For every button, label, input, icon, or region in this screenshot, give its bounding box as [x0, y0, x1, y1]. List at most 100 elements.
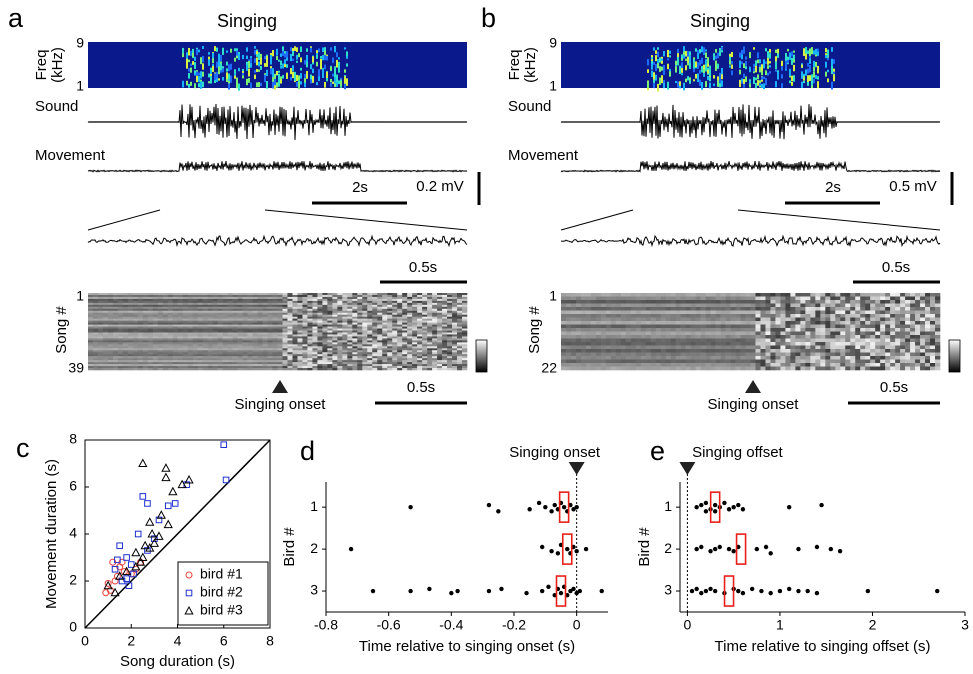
raster-cell — [452, 350, 457, 352]
raster-cell — [701, 314, 706, 318]
raster-cell — [143, 358, 148, 360]
raster-cell — [297, 297, 302, 299]
raster-cell — [611, 311, 616, 315]
raster-cell — [372, 350, 377, 352]
raster-cell — [258, 344, 263, 346]
raster-cell — [631, 318, 636, 322]
raster-cell — [382, 336, 387, 338]
raster-cell — [153, 368, 158, 370]
raster-cell — [427, 346, 432, 348]
spectrogram-cell — [683, 54, 685, 57]
raster-cell — [741, 293, 746, 297]
raster-cell — [317, 364, 322, 366]
raster-cell — [347, 360, 352, 362]
raster-cell — [422, 325, 427, 327]
spectrogram-cell — [815, 62, 817, 67]
spectrogram-cell — [312, 56, 314, 62]
raster-cell — [208, 309, 213, 311]
raster-cell — [925, 297, 930, 301]
raster-cell — [297, 313, 302, 315]
raster-cell — [203, 317, 208, 319]
raster-cell — [253, 358, 258, 360]
raster-cell — [322, 301, 327, 303]
raster-cell — [218, 327, 223, 329]
raster-cell — [427, 366, 432, 368]
raster-cell — [701, 318, 706, 322]
raster-cell — [282, 307, 287, 309]
raster-cell — [238, 352, 243, 354]
raster-cell — [273, 323, 278, 325]
raster-cell — [820, 297, 825, 301]
raster-cell — [372, 313, 377, 315]
raster-cell — [173, 352, 178, 354]
raster-cell — [412, 356, 417, 358]
raster-cell — [432, 366, 437, 368]
raster-cell — [93, 344, 98, 346]
raster-cell — [850, 321, 855, 325]
raster-cell — [586, 346, 591, 350]
raster-cell — [248, 309, 253, 311]
raster-cell — [621, 346, 626, 350]
raster-cell — [322, 305, 327, 307]
raster-cell — [178, 329, 183, 331]
raster-cell — [905, 328, 910, 332]
raster-cell — [402, 329, 407, 331]
raster-cell — [686, 307, 691, 311]
raster-cell — [143, 334, 148, 336]
raster-cell — [133, 311, 138, 313]
raster-cell — [93, 358, 98, 360]
raster-cell — [736, 314, 741, 318]
raster-cell — [273, 338, 278, 340]
raster-cell — [432, 295, 437, 297]
raster-cell — [352, 358, 357, 360]
raster-cell — [780, 311, 785, 315]
raster-cell — [337, 354, 342, 356]
raster-cell — [133, 299, 138, 301]
raster-cell — [278, 360, 283, 362]
spectrogram-cell — [763, 83, 765, 89]
raster-cell — [322, 311, 327, 313]
raster-cell — [327, 356, 332, 358]
raster-cell — [810, 300, 815, 304]
spectrogram-cell — [316, 50, 318, 53]
spectrogram-cell — [258, 69, 260, 71]
raster-cell — [840, 328, 845, 332]
time-scale: 2s — [825, 179, 841, 196]
song-tick: 1 — [76, 288, 84, 304]
raster-cell — [377, 331, 382, 333]
raster-cell — [596, 321, 601, 325]
raster-cell — [302, 325, 307, 327]
raster-cell — [432, 332, 437, 334]
raster-cell — [128, 319, 133, 321]
raster-cell — [780, 300, 785, 304]
raster-cell — [462, 325, 467, 327]
raster-cell — [153, 344, 158, 346]
raster-cell — [158, 344, 163, 346]
raster-cell — [930, 307, 935, 311]
raster-cell — [447, 340, 452, 342]
raster-cell — [581, 353, 586, 357]
raster-cell — [228, 364, 233, 366]
spectrogram-cell — [731, 61, 733, 64]
raster-cell — [133, 319, 138, 321]
raster-cell — [935, 304, 940, 308]
raster-cell — [342, 336, 347, 338]
raster-cell — [427, 342, 432, 344]
raster-cell — [287, 364, 292, 366]
raster-cell — [437, 362, 442, 364]
raster-cell — [108, 293, 113, 295]
raster-cell — [258, 366, 263, 368]
raster-cell — [367, 336, 372, 338]
raster-cell — [327, 329, 332, 331]
raster-cell — [168, 348, 173, 350]
raster-cell — [437, 307, 442, 309]
raster-cell — [447, 309, 452, 311]
raster-cell — [263, 344, 268, 346]
spectrogram-cell — [707, 57, 709, 64]
raster-cell — [850, 349, 855, 353]
raster-cell — [432, 356, 437, 358]
raster-cell — [676, 314, 681, 318]
raster-cell — [218, 317, 223, 319]
raster-cell — [263, 321, 268, 323]
raster-cell — [123, 344, 128, 346]
